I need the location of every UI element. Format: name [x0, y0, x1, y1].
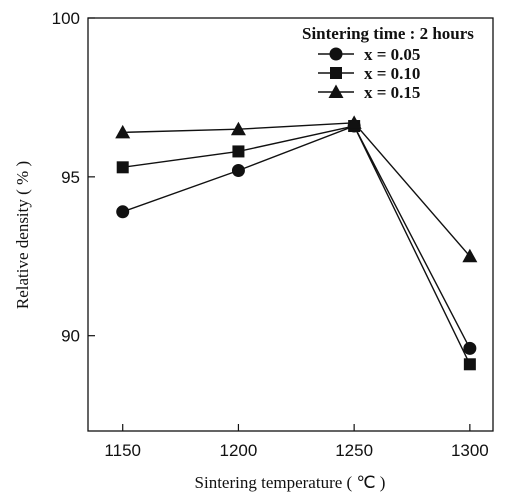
legend-label: x = 0.05: [364, 45, 420, 64]
legend-item: x = 0.05: [318, 45, 420, 64]
data-point: [116, 161, 129, 174]
data-point: [463, 341, 477, 355]
legend-title: Sintering time : 2 hours: [302, 24, 474, 43]
x-tick-label: 1250: [335, 441, 373, 460]
legend-item: x = 0.15: [318, 83, 420, 102]
series-3: [115, 115, 478, 263]
y-tick-label: 100: [52, 9, 80, 28]
legend-marker: [329, 47, 343, 61]
legend-label: x = 0.10: [364, 64, 420, 83]
series-line: [122, 122, 471, 257]
legend-marker: [328, 84, 344, 98]
series-layer: [115, 115, 478, 371]
x-tick-label: 1150: [104, 441, 141, 460]
series-1: [116, 119, 477, 355]
series-2: [116, 120, 476, 371]
data-point: [463, 358, 476, 371]
series-line: [122, 125, 471, 365]
y-tick-label: 95: [61, 168, 80, 187]
data-point: [232, 145, 245, 158]
data-point: [116, 205, 130, 219]
data-point: [230, 121, 246, 136]
plot-area: [87, 17, 494, 432]
data-point: [346, 115, 362, 129]
x-axis-title: Sintering temperature ( ℃ ): [195, 473, 386, 492]
legend-item: x = 0.10: [318, 64, 420, 83]
y-axis-title: Relative density ( % ): [13, 161, 32, 309]
series-line: [122, 125, 471, 349]
y-tick-label: 90: [61, 327, 80, 346]
legend-marker: [330, 67, 342, 79]
x-tick-label: 1300: [451, 441, 489, 460]
data-point: [115, 124, 131, 139]
legend-items: x = 0.05x = 0.10x = 0.15: [318, 45, 420, 102]
legend-label: x = 0.15: [364, 83, 420, 102]
data-point: [462, 248, 478, 263]
legend: Sintering time : 2 hours x = 0.05x = 0.1…: [302, 24, 474, 102]
data-point: [231, 163, 245, 177]
x-axis-ticks: 1150 1200 1250 1300: [104, 424, 489, 460]
y-axis-ticks: 90 95 100: [52, 9, 95, 346]
x-tick-label: 1200: [220, 441, 258, 460]
